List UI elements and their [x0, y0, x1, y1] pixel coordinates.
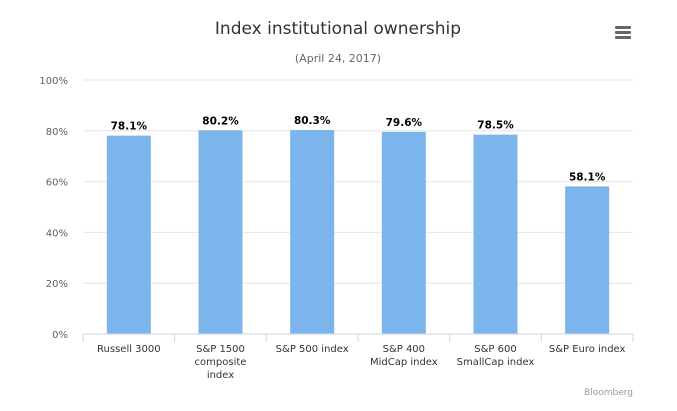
x-tick-label: Russell 3000 [97, 344, 161, 355]
chart-credit[interactable]: Bloomberg [584, 388, 633, 398]
chart-menu-button[interactable] [608, 20, 638, 44]
bar[interactable] [381, 131, 426, 334]
y-tick-label: 0% [52, 330, 68, 341]
x-axis-ticks: Russell 3000 S&P 1500 composite index S&P 50… [97, 344, 625, 381]
x-tick-label: S&P 400 MidCap index [370, 344, 438, 368]
data-label: 78.5% [477, 120, 514, 132]
y-tick-label: 60% [46, 178, 68, 189]
bar[interactable] [290, 130, 335, 334]
bar[interactable] [198, 130, 243, 334]
y-tick-label: 40% [46, 228, 68, 239]
x-tick-label-line: S&P 400 [383, 344, 425, 355]
y-axis-ticks: 0% 20% 40% 60% 80% 100% [39, 76, 68, 341]
x-tick-label-line: Russell 3000 [97, 344, 161, 355]
x-tick-label: S&P Euro index [549, 344, 626, 355]
x-tick-label-line: SmallCap index [457, 357, 535, 368]
chart-subtitle: (April 24, 2017) [295, 52, 381, 65]
bar[interactable] [473, 134, 518, 334]
gridlines [83, 79, 633, 284]
data-label: 80.2% [202, 115, 239, 127]
x-tick-label-line: index [207, 370, 234, 381]
x-tick-label-line: MidCap index [370, 357, 438, 368]
bar[interactable] [565, 186, 610, 334]
y-tick-label: 80% [46, 127, 68, 138]
bars [106, 130, 610, 334]
x-tick-label-line: S&P 1500 [196, 344, 245, 355]
x-tick-label-line: S&P 600 [474, 344, 516, 355]
y-tick-label: 100% [39, 76, 68, 87]
y-tick-label: 20% [46, 279, 68, 290]
hamburger-menu-icon[interactable] [615, 26, 631, 39]
x-tick-label: S&P 600 SmallCap index [457, 344, 535, 368]
bar[interactable] [106, 135, 151, 334]
chart-title: Index institutional ownership [215, 19, 461, 39]
data-labels: 78.1% 80.2% 80.3% 79.6% 78.5% 58.1% [111, 115, 606, 183]
x-tick-label: S&P 500 index [276, 344, 349, 355]
data-label: 79.6% [386, 117, 423, 129]
x-tick-label-line: S&P Euro index [549, 344, 626, 355]
x-axis [82, 333, 634, 342]
x-tick-label: S&P 1500 composite index [195, 344, 247, 381]
data-label: 58.1% [569, 171, 606, 183]
x-tick-label-line: composite [195, 357, 247, 368]
data-label: 80.3% [294, 115, 331, 127]
data-label: 78.1% [111, 121, 148, 133]
x-tick-label-line: S&P 500 index [276, 344, 349, 355]
